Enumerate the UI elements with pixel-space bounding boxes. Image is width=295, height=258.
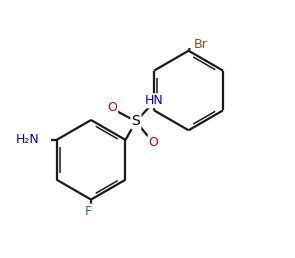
Text: F: F [85,205,92,217]
Text: O: O [148,136,158,149]
Text: H₂N: H₂N [15,133,39,146]
Text: O: O [107,101,117,114]
Text: Br: Br [194,38,207,51]
Text: S: S [132,114,140,128]
Text: HN: HN [145,94,163,107]
